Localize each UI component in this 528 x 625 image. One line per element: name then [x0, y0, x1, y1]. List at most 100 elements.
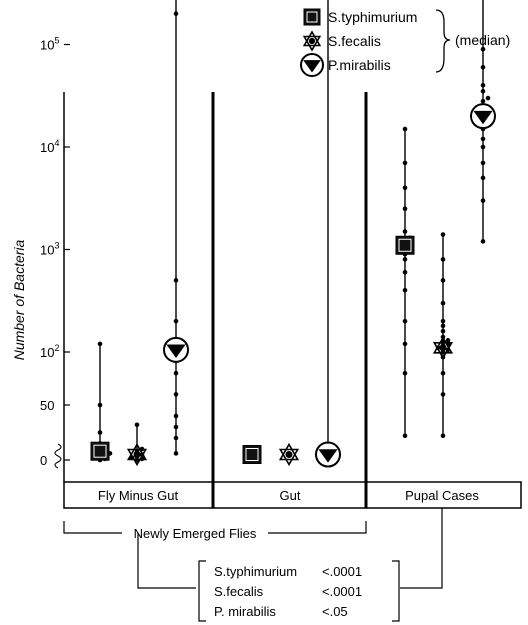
legend-entry-0: S.typhimurium [328, 9, 417, 25]
data-point [440, 370, 446, 376]
series-group [315, 0, 341, 468]
data-point [402, 269, 408, 275]
series-group [242, 445, 262, 464]
data-point [173, 278, 179, 283]
series-group [432, 232, 454, 439]
series-group [395, 126, 415, 439]
data-point [173, 11, 179, 16]
series-group [163, 0, 189, 456]
data-point [402, 229, 408, 234]
median-marker [395, 235, 415, 255]
data-point [445, 338, 451, 343]
stats-connector-left [137, 533, 196, 589]
median-marker [163, 336, 189, 363]
data-point [480, 46, 486, 52]
data-point [402, 433, 408, 439]
data-point [480, 160, 486, 166]
stats-name-1: S.fecalis [214, 584, 264, 599]
category-box [63, 481, 522, 509]
data-point [402, 341, 408, 347]
data-point [97, 430, 103, 435]
data-point [173, 370, 179, 376]
data-point [480, 98, 486, 104]
data-point [480, 175, 486, 181]
series-group [126, 422, 148, 467]
data-point [480, 198, 486, 203]
series-group [278, 442, 300, 467]
median-marker [432, 336, 454, 360]
axis-break [54, 443, 62, 469]
legend-brace [435, 9, 451, 73]
legend-star-icon [302, 30, 322, 52]
stats-bracket-left [198, 560, 206, 622]
legend-circle-triangle-icon [300, 53, 324, 77]
y-tick-exponent: 5 [54, 36, 59, 46]
median-marker [126, 442, 148, 467]
median-marker [470, 103, 496, 130]
data-point [440, 328, 446, 334]
data-point [440, 392, 446, 397]
y-tick-label: 50 [40, 398, 54, 413]
series-group [90, 341, 113, 463]
category-label-gut: Gut [280, 488, 301, 503]
data-point [97, 402, 103, 408]
median-marker [278, 442, 300, 467]
legend-entry-2: P.mirabilis [328, 57, 391, 73]
y-tick-exponent: 2 [54, 343, 59, 353]
data-point [97, 341, 103, 347]
data-point [402, 287, 408, 293]
data-point [402, 185, 408, 191]
data-point [173, 451, 179, 456]
median-marker [90, 441, 110, 461]
stats-name-2: P. mirabilis [214, 604, 276, 619]
data-point [134, 422, 140, 428]
data-point [485, 95, 491, 101]
data-point [440, 300, 446, 306]
data-point [173, 413, 179, 419]
category-label-fly-minus-gut: Fly Minus Gut [98, 488, 179, 503]
median-marker [315, 441, 341, 468]
group-bracket [63, 521, 367, 534]
data-point [402, 126, 408, 132]
data-point [480, 64, 486, 70]
data-point [173, 424, 179, 430]
data-point [402, 160, 408, 166]
legend-square-icon [303, 8, 321, 26]
data-point [480, 82, 486, 88]
y-tick-label: 0 [40, 453, 47, 468]
data-point [440, 232, 446, 237]
y-tick-label: 102 [40, 343, 59, 360]
median-marker [242, 445, 262, 464]
stats-bracket-right [392, 560, 400, 622]
data-point [480, 136, 486, 142]
y-tick-label: 103 [40, 241, 59, 258]
data-point [173, 318, 179, 324]
data-point [440, 318, 446, 324]
y-tick-exponent: 3 [54, 241, 59, 251]
y-tick-label: 104 [40, 138, 59, 155]
data-point [402, 257, 408, 262]
data-point [480, 239, 486, 244]
data-point [173, 435, 179, 441]
data-point [402, 318, 408, 324]
data-point [440, 323, 446, 329]
stats-connector-right [400, 508, 443, 589]
data-point [402, 370, 408, 376]
stats-value-2: <.05 [322, 604, 348, 619]
data-point [402, 206, 408, 212]
data-point [480, 88, 486, 94]
stats-value-1: <.0001 [322, 584, 362, 599]
stats-value-0: <.0001 [322, 564, 362, 579]
legend-median-note: (median) [455, 32, 510, 48]
category-label-pupal-cases: Pupal Cases [405, 488, 479, 503]
data-point [440, 257, 446, 262]
series-group [470, 0, 496, 244]
legend-entry-1: S.fecalis [328, 33, 381, 49]
data-point [173, 392, 179, 397]
data-point [480, 144, 486, 150]
y-tick-exponent: 4 [54, 138, 59, 148]
data-point [440, 433, 446, 439]
group-label: Newly Emerged Flies [134, 526, 257, 541]
data-point [440, 278, 446, 283]
